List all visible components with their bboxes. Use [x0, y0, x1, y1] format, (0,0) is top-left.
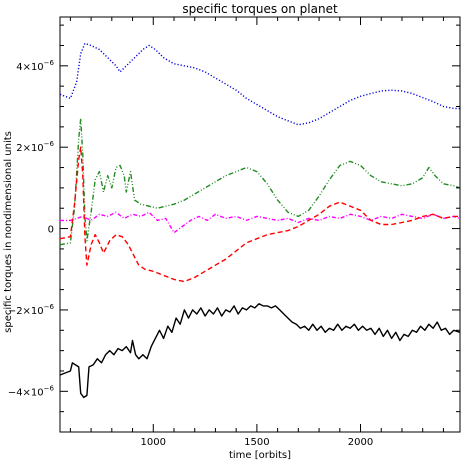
x-axis: 1000 1500 2000 [69, 17, 444, 448]
y-tick-label: −4×10−6 [8, 384, 55, 398]
series-line-4 [59, 303, 461, 399]
x-tick-label: 2000 [348, 437, 373, 448]
plot-frame [59, 16, 461, 433]
x-tick-label: 1500 [244, 437, 269, 448]
y-tick-label: −2×10−6 [8, 303, 55, 317]
y-axis: −4×10−6 −2×10−6 0 2×10−6 4×10−6 [8, 24, 460, 413]
series-line-1 [59, 118, 461, 246]
series-group [59, 42, 461, 399]
y-tick-label: 2×10−6 [16, 140, 54, 154]
series-line-3 [59, 146, 460, 283]
series-line-0 [59, 42, 460, 126]
series-line-2 [60, 211, 461, 234]
x-tick-label: 1000 [141, 437, 166, 448]
y-tick-label: 4×10−6 [16, 59, 54, 73]
y-tick-label: 0 [48, 225, 54, 236]
chart-title: specific torques on planet [182, 2, 338, 16]
y-axis-label: specific torques in nondimensional units [3, 131, 14, 333]
plot-border [59, 16, 461, 433]
x-axis-label: time [orbits] [229, 450, 291, 461]
